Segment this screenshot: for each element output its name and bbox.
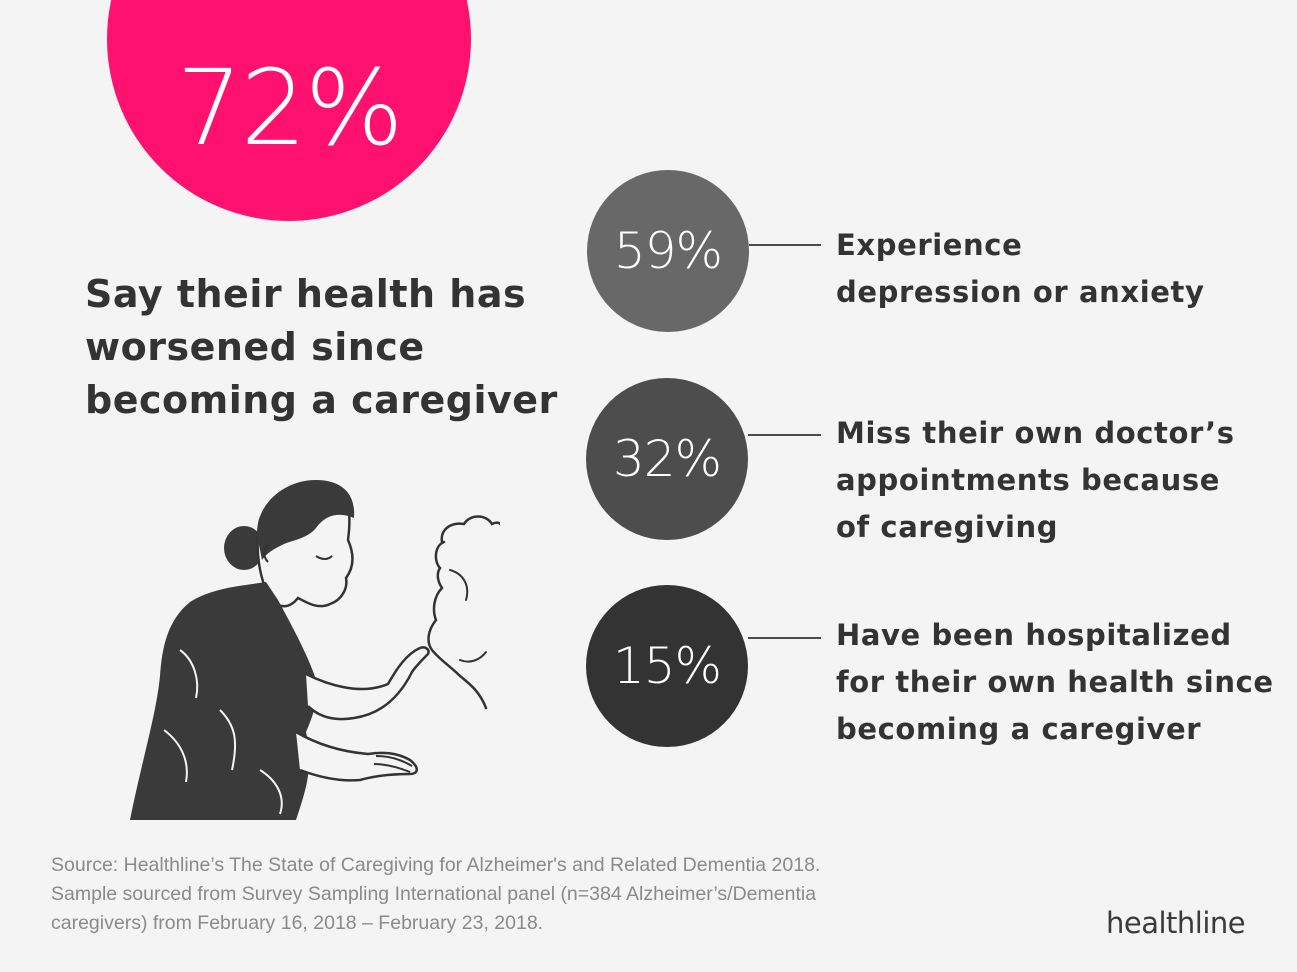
- stat-label-line: Have been hospitalized: [836, 618, 1232, 652]
- caregiver-woman-illustration: [130, 480, 500, 820]
- stat-circle-appointments: 32%: [586, 378, 748, 540]
- stat-percent: 32%: [612, 430, 722, 488]
- stat-label-line: for their own health since: [836, 665, 1274, 699]
- stat-label-line: becoming a caregiver: [836, 712, 1202, 746]
- headline-line: becoming a caregiver: [85, 378, 558, 422]
- headline-line: Say their health has: [85, 272, 527, 316]
- stat-circle-depression: 59%: [587, 170, 749, 332]
- stat-label-depression: Experience depression or anxiety: [836, 222, 1276, 316]
- stat-percent: 59%: [613, 222, 723, 280]
- main-stat-circle: 72%: [107, 0, 471, 221]
- stat-label-appointments: Miss their own doctor’s appointments bec…: [836, 410, 1276, 551]
- source-footnote: Source: Healthline’s The State of Caregi…: [51, 851, 991, 938]
- stat-label-hospitalized: Have been hospitalized for their own hea…: [836, 612, 1276, 753]
- stat-circle-hospitalized: 15%: [586, 585, 748, 747]
- main-stat-percent: 72%: [176, 47, 403, 169]
- headline-line: worsened since: [85, 325, 425, 369]
- logo-text: healthline: [1106, 906, 1245, 940]
- main-stat-headline: Say their health has worsened since beco…: [85, 268, 565, 427]
- source-line: caregivers) from February 16, 2018 – Feb…: [51, 912, 544, 934]
- connector-line: [748, 637, 821, 639]
- stat-label-line: appointments because: [836, 463, 1220, 497]
- source-line: Source: Healthline’s The State of Caregi…: [51, 854, 821, 876]
- stat-label-line: Experience: [836, 228, 1023, 262]
- connector-line: [748, 434, 821, 436]
- healthline-logo: healthline: [1106, 906, 1246, 940]
- stat-percent: 15%: [612, 637, 722, 695]
- source-line: Sample sourced from Survey Sampling Inte…: [51, 883, 817, 905]
- stat-label-line: depression or anxiety: [836, 275, 1205, 309]
- stat-label-line: Miss their own doctor’s: [836, 416, 1235, 450]
- stat-label-line: of caregiving: [836, 510, 1059, 544]
- connector-line: [749, 244, 821, 246]
